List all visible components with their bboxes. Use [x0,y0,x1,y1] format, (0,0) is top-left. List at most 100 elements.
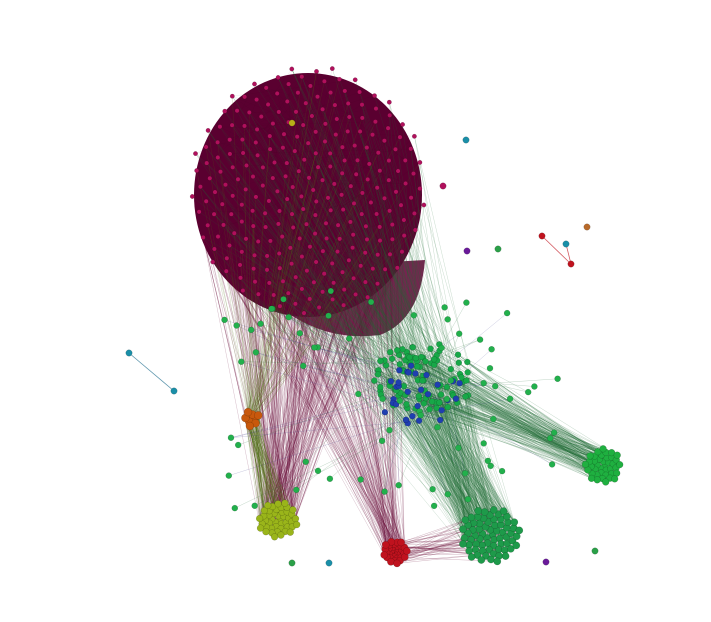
edge [360,265,387,553]
edge [342,272,388,558]
edge [281,261,317,525]
edge [355,294,389,549]
edge [295,254,391,519]
edge [296,408,408,491]
edge [409,357,486,527]
edge [457,354,606,467]
edge [390,235,405,562]
magenta-node [321,271,327,277]
edge [418,396,472,518]
edge [326,238,492,560]
edge [242,290,270,524]
edge [248,421,265,511]
edge [263,239,368,516]
edge [380,378,558,391]
edge [196,170,250,422]
edge [292,283,378,527]
edge [384,269,394,554]
edge [315,153,502,520]
edge [217,142,253,415]
green-node [613,451,621,459]
edge [234,233,392,562]
edge [431,401,617,468]
edge [350,186,478,556]
magenta-node [204,160,210,166]
edge [359,117,363,132]
magenta-node [277,265,283,271]
magenta-node [292,148,298,154]
edge [282,236,469,396]
magenta-node [359,190,365,196]
green-node [326,475,334,482]
edge [200,186,494,546]
edge [309,246,345,290]
edge [268,299,333,516]
edge [334,183,393,225]
edge [399,364,484,519]
edge [461,377,517,537]
orange-node [245,421,255,431]
edge [295,111,381,388]
magenta-node [374,211,379,217]
edge [430,348,591,457]
magenta-node [389,236,395,242]
edge [274,162,480,539]
edge [408,361,609,463]
magenta-node [305,140,311,146]
magenta-node [246,110,252,115]
edge [271,235,405,520]
edge [264,283,378,511]
edge [452,395,491,530]
edge [269,135,466,397]
edge [195,153,413,348]
edge [395,312,508,405]
edge [446,386,612,474]
edge [248,224,393,422]
edge [274,272,343,514]
edge [277,282,315,532]
green-node [447,365,455,373]
edge [248,421,275,514]
magenta-node [330,296,335,302]
edge [415,408,612,474]
edge [360,265,388,558]
edge [237,110,371,203]
magenta-node [387,251,393,257]
edge [229,245,388,558]
edge [292,283,378,527]
edge [380,390,491,515]
edge [272,123,296,304]
edge [322,251,390,555]
edge [282,149,396,237]
isolated-node [288,559,296,567]
edge [254,281,267,532]
edge [229,245,411,362]
edge [405,360,476,536]
edge [245,291,323,419]
edge [279,235,405,521]
edge [292,294,356,527]
magenta-node [312,231,318,237]
edge [389,102,465,539]
edge [206,201,508,544]
edge [241,251,278,532]
blue-node [407,362,415,369]
edge [415,357,607,476]
edge [254,418,263,524]
edge [239,264,292,522]
edge [245,121,376,419]
magenta-node [295,90,301,96]
edge [241,251,259,416]
edge [242,290,400,550]
edge [418,396,489,522]
edge [292,240,381,510]
edge [407,408,474,524]
magenta-node [294,134,300,140]
edge [303,125,470,546]
edge [247,229,416,413]
edge [457,354,617,468]
edge [229,245,281,521]
edge [245,238,466,397]
edge [412,347,601,469]
magenta-node [402,157,408,163]
